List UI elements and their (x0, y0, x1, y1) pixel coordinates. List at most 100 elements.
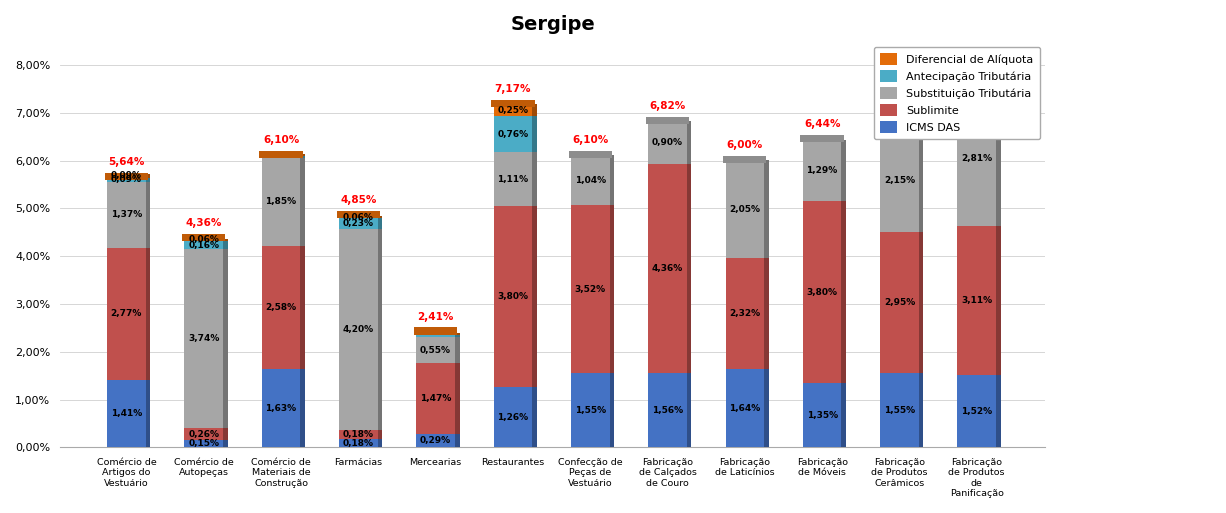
Bar (417, 333, 455, 335)
Bar (649, 165, 687, 373)
Bar (649, 373, 687, 447)
Bar (726, 258, 764, 369)
Text: 7,44%: 7,44% (959, 71, 996, 81)
Bar (300, 369, 305, 447)
Bar (184, 242, 223, 249)
Text: 6,10%: 6,10% (262, 135, 299, 145)
Bar (186, 239, 224, 447)
Bar (804, 140, 842, 447)
Bar (455, 337, 460, 363)
Text: 0,18%: 0,18% (343, 430, 374, 439)
Bar (803, 140, 841, 201)
Text: 1,04%: 1,04% (575, 175, 606, 185)
Text: 3,80%: 3,80% (498, 292, 528, 301)
Bar (300, 246, 305, 369)
Bar (801, 135, 843, 142)
Bar (300, 156, 305, 157)
Bar (260, 151, 303, 158)
Bar (764, 258, 769, 369)
Text: 2,77%: 2,77% (110, 309, 142, 318)
Text: 1,52%: 1,52% (961, 407, 992, 416)
Bar (880, 232, 918, 373)
Bar (417, 433, 455, 447)
Text: 0,09%: 0,09% (110, 175, 142, 185)
Bar (378, 439, 383, 447)
Bar (300, 157, 305, 246)
Bar (223, 249, 228, 428)
Bar (378, 430, 383, 439)
Text: 6,00%: 6,00% (727, 140, 763, 150)
Text: 2,41%: 2,41% (417, 312, 454, 322)
Text: 1,41%: 1,41% (110, 409, 142, 418)
Bar (959, 92, 998, 447)
Bar (223, 239, 228, 242)
Bar (955, 87, 998, 94)
Text: 2,05%: 2,05% (729, 205, 760, 213)
Bar (261, 154, 300, 156)
Bar (494, 387, 532, 447)
Bar (455, 363, 460, 433)
Text: 4,36%: 4,36% (652, 264, 683, 273)
Bar (300, 154, 305, 156)
Bar (573, 156, 611, 447)
Text: 7,17%: 7,17% (494, 84, 531, 94)
Bar (996, 92, 1000, 226)
Bar (261, 246, 300, 369)
Bar (146, 178, 151, 182)
Bar (609, 373, 614, 447)
Bar (650, 122, 688, 447)
Bar (417, 335, 455, 337)
Bar (146, 182, 151, 248)
Bar (996, 374, 1000, 447)
Text: 4,36%: 4,36% (185, 219, 222, 228)
Bar (417, 337, 455, 363)
Text: 4,85%: 4,85% (340, 195, 376, 205)
Bar (494, 104, 532, 116)
Text: 6,82%: 6,82% (650, 101, 685, 111)
Text: 6,44%: 6,44% (804, 119, 840, 129)
Text: 1,63%: 1,63% (266, 404, 297, 413)
Bar (495, 105, 533, 447)
Text: 1,26%: 1,26% (498, 413, 528, 422)
Bar (803, 383, 841, 447)
Bar (880, 373, 918, 447)
Bar (727, 161, 765, 447)
Text: 3,80%: 3,80% (807, 288, 837, 297)
Text: 2,32%: 2,32% (729, 309, 760, 318)
Text: 0,90%: 0,90% (652, 139, 683, 147)
Bar (378, 215, 383, 219)
Text: 0,06%: 0,06% (189, 235, 219, 245)
Bar (571, 155, 609, 205)
Text: 1,55%: 1,55% (575, 406, 606, 415)
Bar (340, 439, 378, 447)
Bar (649, 122, 687, 165)
Bar (107, 173, 146, 178)
Text: 2,15%: 2,15% (884, 176, 915, 185)
Bar (841, 140, 846, 201)
Text: 1,11%: 1,11% (498, 174, 528, 184)
Text: 0,09%: 0,09% (110, 171, 142, 180)
Bar (532, 104, 537, 116)
Bar (184, 239, 223, 242)
Bar (414, 327, 457, 334)
Bar (609, 205, 614, 373)
Bar (455, 433, 460, 447)
Bar (918, 130, 923, 232)
Bar (532, 206, 537, 387)
Bar (918, 232, 923, 373)
Bar (880, 130, 918, 232)
Text: 1,37%: 1,37% (110, 210, 142, 220)
Bar (609, 155, 614, 205)
Bar (223, 440, 228, 447)
Bar (571, 373, 609, 447)
Bar (184, 440, 223, 447)
Bar (996, 226, 1000, 374)
Bar (337, 211, 380, 218)
Bar (264, 156, 302, 447)
Bar (646, 116, 689, 124)
Text: 0,76%: 0,76% (498, 130, 528, 139)
Bar (532, 387, 537, 447)
Bar (918, 373, 923, 447)
Bar (146, 173, 151, 178)
Text: 3,11%: 3,11% (961, 296, 992, 305)
